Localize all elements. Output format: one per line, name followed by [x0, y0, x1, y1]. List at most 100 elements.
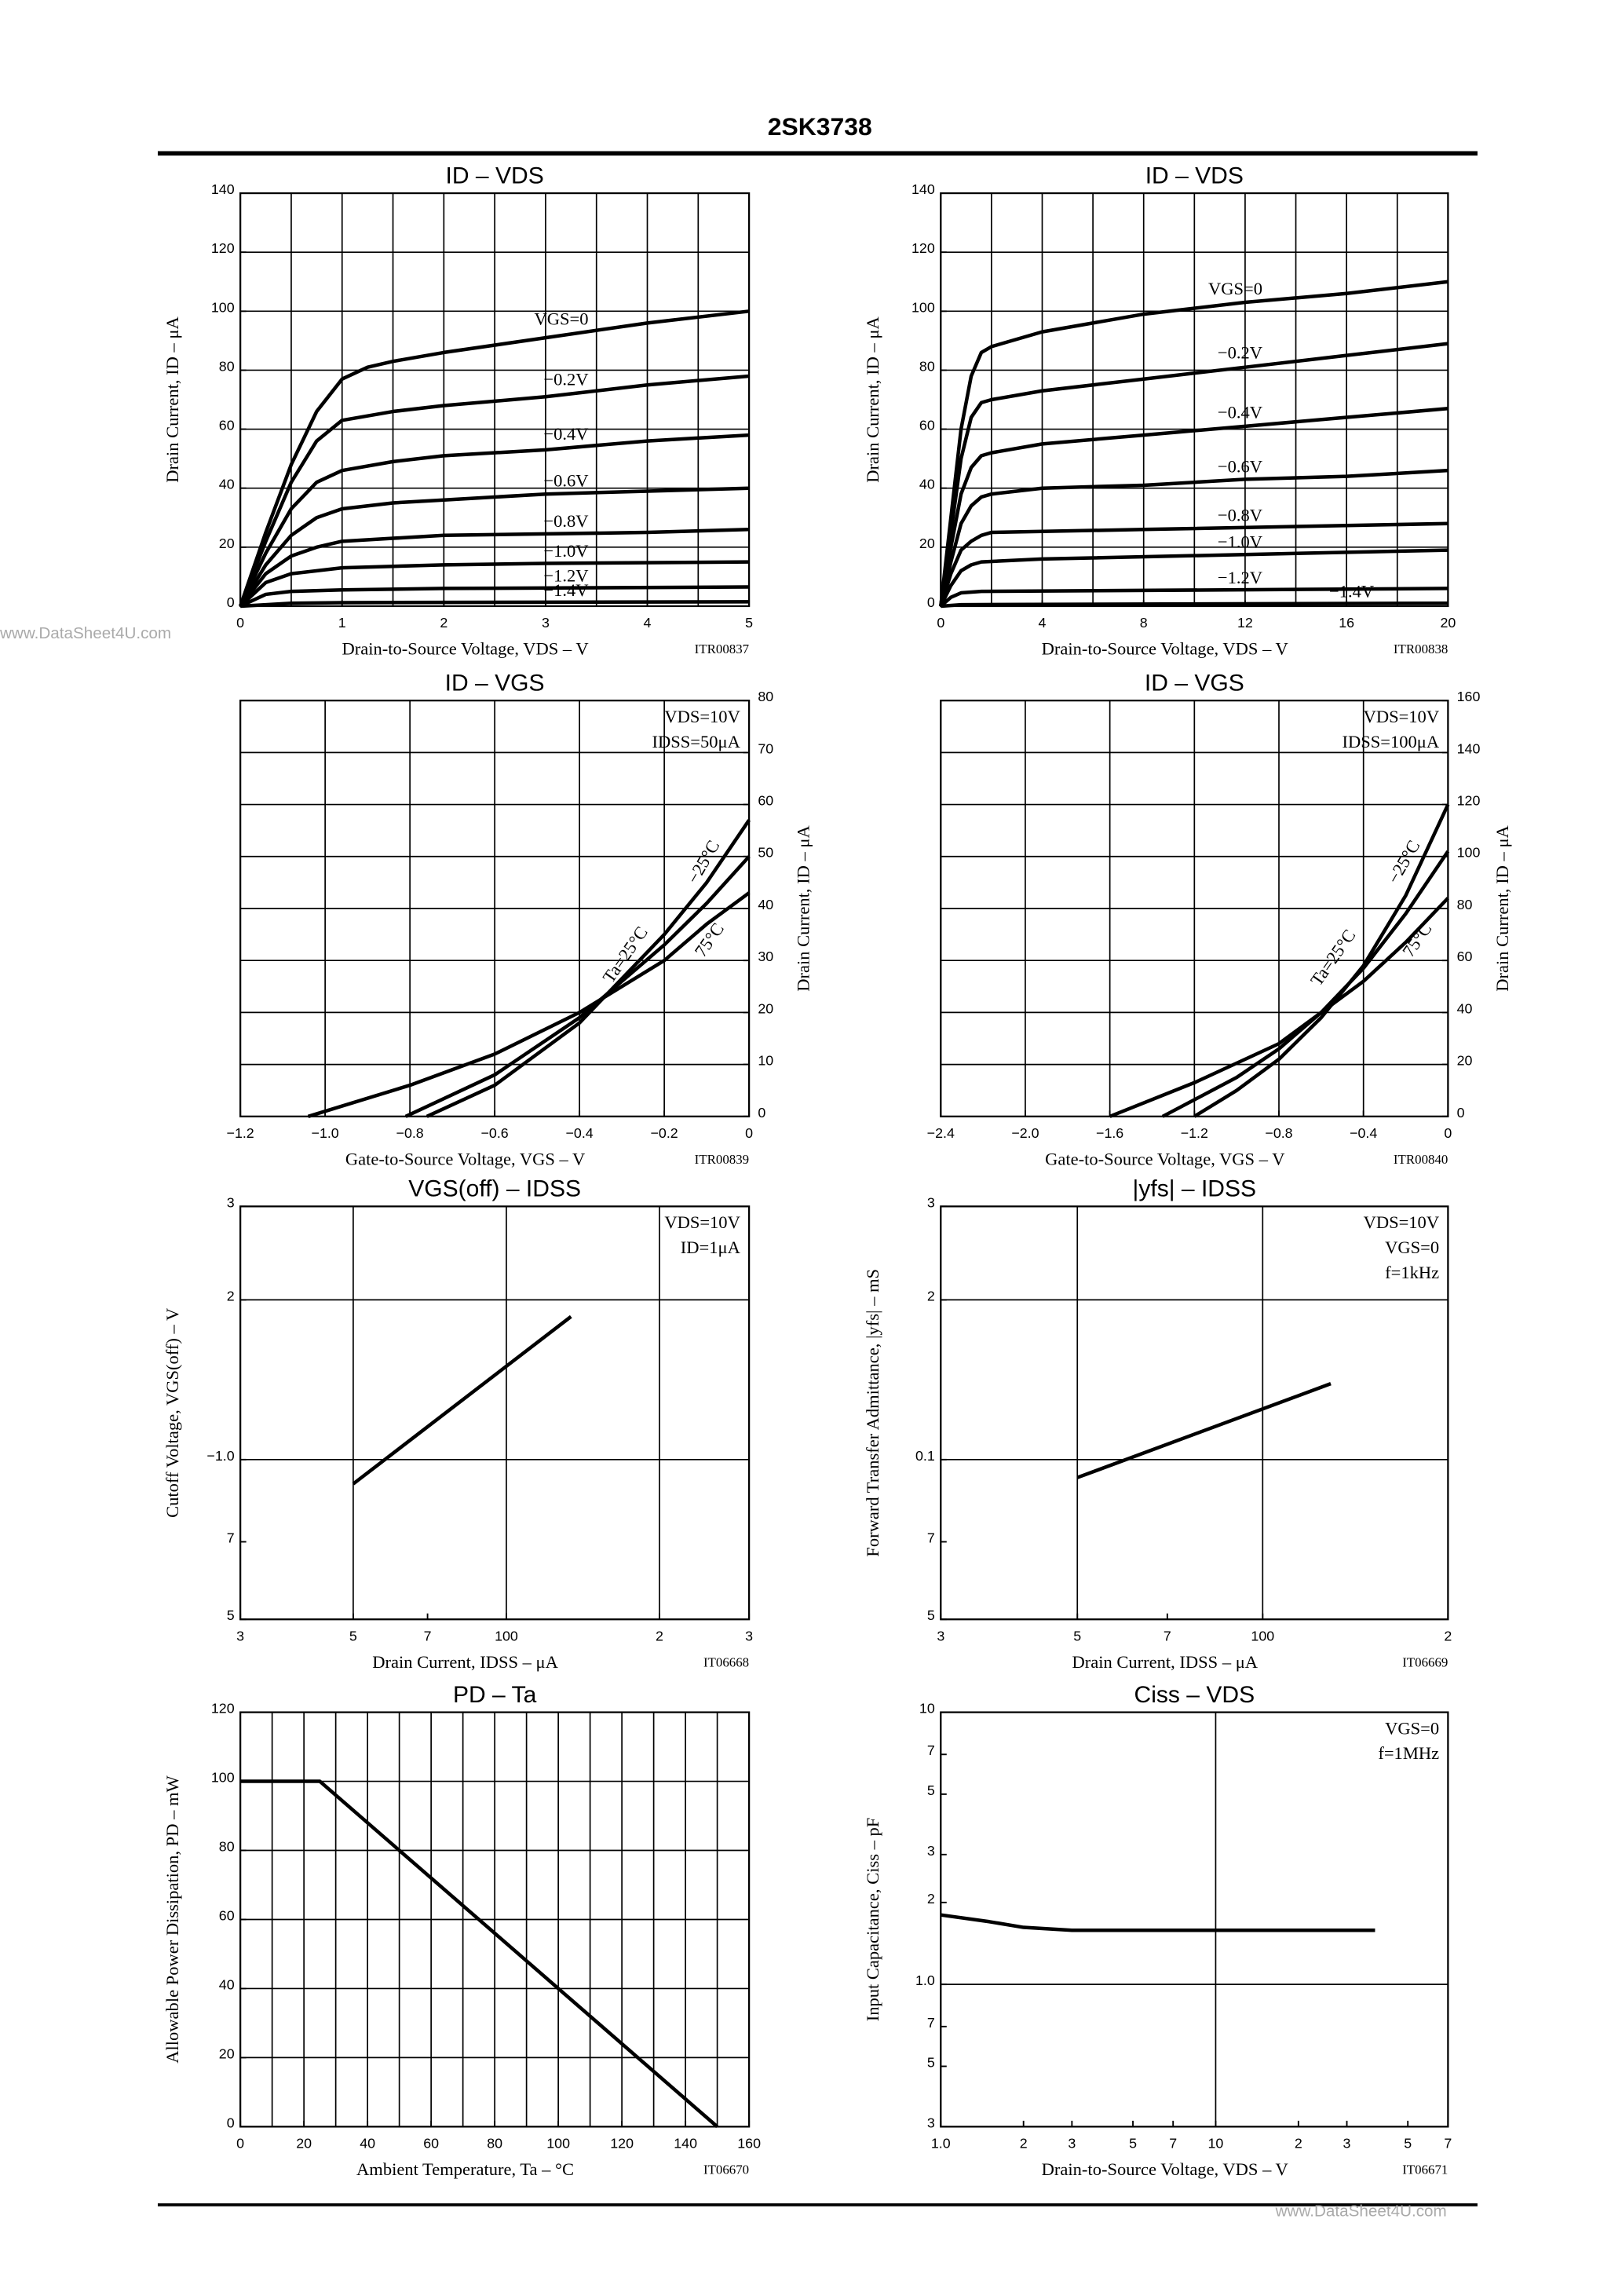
- y-tick-label: 2: [227, 1288, 235, 1303]
- x-tick-label: 7: [1169, 2136, 1177, 2152]
- curve: [239, 309, 750, 607]
- x-axis-label: Ambient Temperature, Ta – °C: [356, 2159, 574, 2179]
- curve-label: −1.2V: [1218, 568, 1262, 587]
- annotation: IDSS=50μA: [652, 732, 740, 751]
- x-tick-label: 5: [349, 1629, 357, 1644]
- annotation: ID=1μA: [681, 1238, 741, 1257]
- y-tick-label: 3: [927, 2115, 935, 2130]
- x-axis-label: Gate-to-Source Voltage, VGS – V: [1045, 1149, 1284, 1168]
- y-tick-label: 80: [919, 358, 935, 374]
- y-tick-label: 100: [211, 1770, 235, 1786]
- y-tick-label: 60: [758, 793, 773, 809]
- curve-label: −1.2V: [543, 566, 588, 586]
- curve-label: −0.2V: [1218, 343, 1262, 363]
- y-tick-label: 20: [219, 2046, 235, 2061]
- y-tick-label: 1.0: [915, 1972, 935, 1988]
- x-tick-label: 120: [610, 2136, 634, 2152]
- x-tick-label: 5: [1129, 2136, 1137, 2152]
- y-tick-label: 60: [219, 418, 235, 433]
- y-tick-label: 40: [219, 477, 235, 492]
- annotation: VDS=10V: [1364, 707, 1440, 726]
- x-axis-label: Drain-to-Source Voltage, VDS – V: [342, 638, 588, 658]
- x-axis-label: Drain Current, IDSS – μA: [1072, 1652, 1258, 1672]
- y-tick-label: 0: [927, 594, 935, 610]
- x-tick-label: 0: [745, 1125, 753, 1141]
- y-tick-label: 3: [927, 1194, 935, 1210]
- curve: [939, 468, 1448, 607]
- y-tick-label: 0: [1457, 1105, 1465, 1121]
- y-tick-label: 80: [758, 689, 773, 704]
- x-tick-label: 20: [296, 2136, 312, 2152]
- x-tick-label: −0.2: [651, 1125, 678, 1141]
- figure-id: ITR00840: [1394, 1152, 1448, 1167]
- curve-label: VGS=0: [1208, 279, 1262, 298]
- y-tick-label: 5: [227, 1607, 235, 1623]
- y-tick-label: 80: [219, 358, 235, 374]
- y-tick-label: 10: [758, 1053, 773, 1069]
- x-tick-label: 1: [338, 615, 346, 631]
- watermark: www.DataSheet4U.com: [0, 624, 171, 642]
- y-tick-label: 160: [1457, 689, 1481, 704]
- x-tick-label: 160: [737, 2136, 761, 2152]
- figure-id: IT06671: [1402, 2163, 1448, 2177]
- chart-title: ID – VGS: [445, 670, 545, 696]
- y-tick-label: 120: [211, 1701, 235, 1717]
- x-tick-label: 2: [1295, 2136, 1302, 2152]
- watermark: www.DataSheet4U.com: [1275, 2203, 1447, 2221]
- x-tick-label: 2: [440, 615, 448, 631]
- x-tick-label: 0: [236, 615, 244, 631]
- chart-title: Ciss – VDS: [1134, 1682, 1255, 1708]
- x-tick-label: −0.6: [481, 1125, 509, 1141]
- figure-id: IT06669: [1402, 1654, 1448, 1669]
- y-axis-label: Input Capacitance, Ciss – pF: [863, 1818, 882, 2022]
- x-tick-label: 20: [1440, 615, 1456, 631]
- x-tick-label: −1.6: [1096, 1125, 1123, 1141]
- curve-label: −0.8V: [1218, 505, 1262, 525]
- chart-title: |yfs| – IDSS: [1133, 1176, 1257, 1202]
- x-tick-label: 7: [424, 1629, 432, 1644]
- curve: [1076, 1382, 1332, 1479]
- curve: [939, 521, 1448, 607]
- curve: [940, 1913, 1375, 1932]
- curve: [239, 560, 750, 608]
- y-tick-label: 50: [758, 845, 773, 861]
- curve: [239, 374, 750, 607]
- y-tick-label: 120: [911, 240, 935, 256]
- chart-title: VGS(off) – IDSS: [408, 1176, 581, 1202]
- y-tick-label: 2: [927, 1288, 935, 1303]
- y-tick-label: 0: [227, 594, 235, 610]
- y-tick-label: 60: [219, 1907, 235, 1923]
- x-tick-label: 1.0: [931, 2136, 951, 2152]
- y-tick-label: 140: [211, 181, 235, 197]
- y-tick-label: 70: [758, 740, 773, 756]
- x-tick-label: 0: [236, 2136, 244, 2152]
- y-tick-label: 2: [927, 1891, 935, 1907]
- y-tick-label: 80: [219, 1838, 235, 1854]
- annotation: VDS=10V: [664, 707, 740, 726]
- x-tick-label: 80: [487, 2136, 502, 2152]
- x-tick-label: 0: [937, 615, 944, 631]
- annotation: VGS=0: [1385, 1718, 1439, 1738]
- curve-label: −1.0V: [543, 541, 588, 561]
- curve-label: −0.4V: [543, 424, 588, 444]
- y-axis-label: Drain Current, ID – μA: [163, 316, 182, 483]
- y-tick-label: −1.0: [206, 1448, 234, 1464]
- x-tick-label: 7: [1444, 2136, 1452, 2152]
- curve: [426, 819, 751, 1118]
- figure-id: IT06670: [703, 2163, 749, 2177]
- curve: [352, 1314, 572, 1486]
- x-tick-label: 4: [1039, 615, 1047, 631]
- y-tick-label: 5: [927, 1607, 935, 1623]
- curve: [239, 433, 750, 607]
- x-tick-label: 3: [937, 1629, 944, 1644]
- y-tick-label: 5: [927, 1782, 935, 1798]
- y-tick-label: 3: [227, 1194, 235, 1210]
- annotation: f=1kHz: [1385, 1263, 1439, 1282]
- y-tick-label: 60: [919, 418, 935, 433]
- x-tick-label: 16: [1339, 615, 1354, 631]
- x-tick-label: 0: [1444, 1125, 1452, 1141]
- chart-title: PD – Ta: [453, 1682, 537, 1708]
